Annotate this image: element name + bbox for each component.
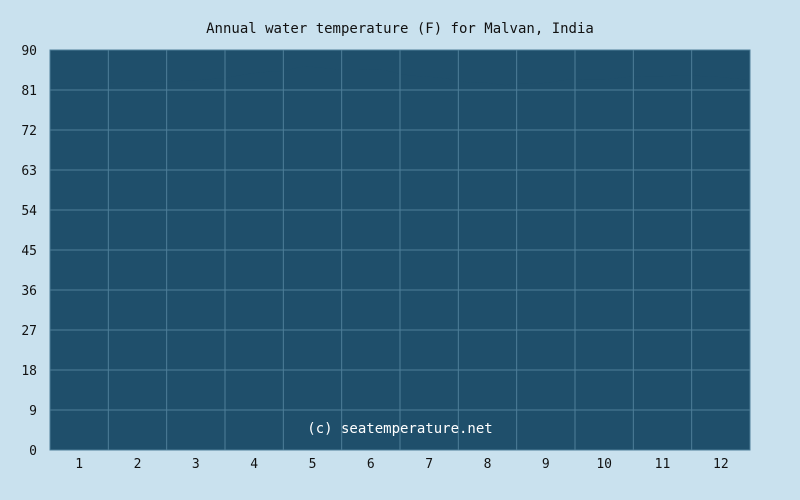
x-tick-label: 9 — [542, 457, 550, 472]
plot-border — [49, 49, 751, 451]
x-tick-label: 6 — [367, 457, 375, 472]
y-tick-label: 90 — [21, 44, 37, 59]
x-tick-label: 11 — [655, 457, 671, 472]
x-tick-label: 4 — [250, 457, 258, 472]
x-tick-label: 5 — [309, 457, 317, 472]
x-tick-label: 1 — [75, 457, 83, 472]
y-tick-label: 81 — [21, 84, 37, 99]
x-tick-label: 8 — [484, 457, 492, 472]
y-tick-label: 63 — [21, 164, 37, 179]
y-tick-label: 27 — [21, 324, 37, 339]
y-tick-label: 9 — [29, 404, 37, 419]
x-axis-ticks: 1 2 3 4 5 6 7 8 9 10 11 12 — [75, 457, 728, 472]
y-tick-label: 0 — [29, 444, 37, 459]
x-tick-label: 2 — [134, 457, 142, 472]
y-axis-ticks: 0 9 18 27 36 45 54 63 72 81 90 — [21, 44, 37, 459]
y-tick-label: 36 — [21, 284, 37, 299]
y-tick-label: 54 — [21, 204, 37, 219]
y-tick-label: 72 — [21, 124, 37, 139]
y-tick-label: 18 — [21, 364, 37, 379]
x-tick-label: 3 — [192, 457, 200, 472]
x-tick-label: 10 — [596, 457, 612, 472]
x-tick-label: 7 — [425, 457, 433, 472]
y-tick-label: 45 — [21, 244, 37, 259]
watermark-credit: (c) seatemperature.net — [307, 421, 492, 437]
x-tick-label: 12 — [713, 457, 729, 472]
chart-title: Annual water temperature (F) for Malvan,… — [206, 21, 594, 37]
